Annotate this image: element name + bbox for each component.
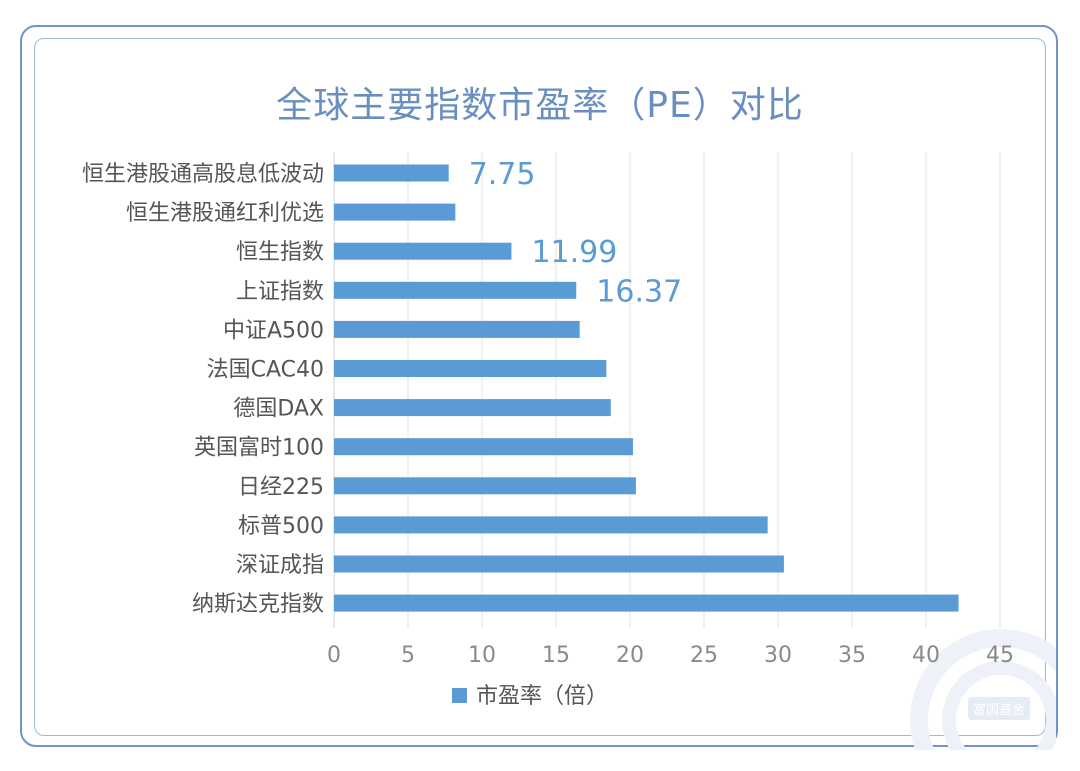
bar	[334, 360, 607, 377]
legend-swatch	[452, 688, 467, 703]
x-tick-label: 35	[838, 643, 866, 668]
bar	[334, 477, 636, 495]
bar	[334, 203, 456, 221]
bar	[334, 555, 784, 573]
bar	[334, 281, 577, 299]
bar	[334, 438, 633, 456]
category-label: 法国CAC40	[207, 358, 324, 383]
x-tick-label: 5	[401, 643, 415, 668]
category-label: 英国富时100	[194, 436, 324, 461]
x-tick-label: 30	[764, 643, 792, 668]
watermark-logo	[910, 629, 1056, 750]
category-label: 恒生港股通高股息低波动	[82, 162, 324, 187]
bar	[334, 320, 580, 338]
category-label: 深证成指	[236, 553, 324, 578]
x-tick-label: 15	[542, 643, 570, 668]
bar	[334, 164, 449, 182]
data-label: 7.75	[469, 157, 536, 192]
outer-frame	[20, 25, 1058, 747]
x-tick-label: 0	[327, 643, 341, 668]
x-tick-label: 10	[468, 643, 496, 668]
category-label: 上证指数	[236, 279, 324, 304]
category-label: 恒生港股通红利优选	[126, 201, 324, 226]
category-label: 纳斯达克指数	[192, 592, 324, 617]
bar	[334, 516, 768, 534]
category-label: 中证A500	[223, 318, 324, 343]
bar	[334, 594, 959, 612]
category-label: 恒生指数	[236, 240, 324, 265]
watermark-text: 富国基金	[968, 697, 1031, 720]
x-tick-label: 20	[616, 643, 644, 668]
category-label: 日经225	[238, 475, 324, 500]
x-tick-label: 40	[912, 643, 940, 668]
bar	[334, 399, 611, 417]
x-tick-label: 45	[986, 643, 1014, 668]
chart-title: 全球主要指数市盈率（PE）对比	[276, 85, 804, 126]
inner-frame	[34, 38, 1046, 736]
data-label: 16.37	[596, 274, 682, 309]
data-label: 11.99	[531, 235, 617, 270]
category-label: 标普500	[238, 514, 324, 539]
legend-label: 市盈率（倍）	[476, 684, 608, 709]
x-tick-label: 25	[690, 643, 718, 668]
category-label: 德国DAX	[233, 397, 324, 422]
bar	[334, 242, 512, 260]
